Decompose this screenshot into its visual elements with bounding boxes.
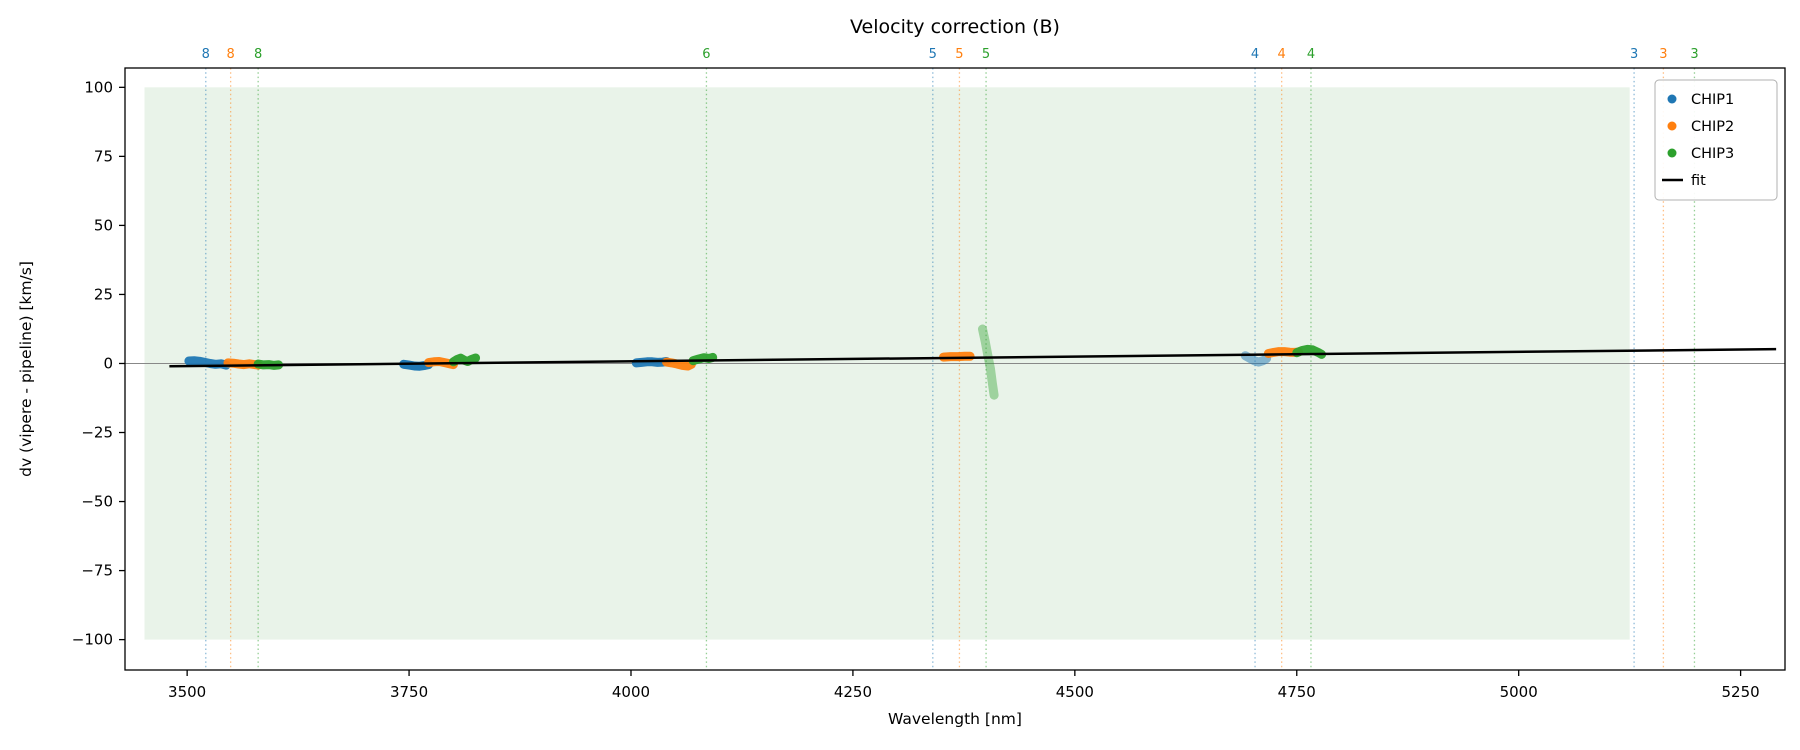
legend-marker-chip2-icon [1667,121,1677,131]
axes-frame [124,67,1786,671]
legend-box [1654,79,1778,201]
order-label: 8 [254,47,262,62]
order-label: 5 [955,47,963,62]
fit-line [169,347,1777,368]
x-tick-label: 5000 [1500,683,1538,701]
x-tick-label: 3500 [168,683,206,701]
scatter-cluster-chip1 [184,356,231,370]
chart-title: Velocity correction (B) [850,16,1060,38]
legend-marker-chip3-icon [1667,148,1677,158]
y-tick-label: −75 [81,562,113,580]
order-label: 6 [702,47,710,62]
order-label: 3 [1659,47,1667,62]
order-label: 5 [929,47,937,62]
y-tick-label: 25 [94,285,113,303]
x-tick-label: 4750 [1278,683,1316,701]
x-tick-label: 3750 [390,683,428,701]
scatter-cluster-chip3 [448,353,481,367]
legend-label: CHIP2 [1691,119,1734,135]
x-tick-label: 4500 [1056,683,1094,701]
scatter-cluster-chip2 [662,357,696,371]
y-tick-label: 0 [103,354,113,372]
x-axis-label: Wavelength [nm] [888,710,1022,728]
order-label: 8 [226,47,234,62]
order-label: 5 [982,47,990,62]
scatter-cluster-chip3 [1292,344,1327,359]
y-tick-label: −25 [81,424,113,442]
x-tick-label: 4250 [834,683,872,701]
legend-marker-chip1-icon [1667,94,1677,104]
y-tick-label: −50 [81,493,113,511]
y-tick-label: 50 [94,216,113,234]
scatter-cluster-chip1 [1240,351,1272,367]
order-label: 3 [1630,47,1638,62]
order-label: 3 [1690,47,1698,62]
legend-label: CHIP1 [1691,92,1734,108]
x-tick-label: 5250 [1722,683,1760,701]
y-tick-label: 75 [94,147,113,165]
scatter-cluster-chip3 [978,324,999,400]
order-label: 4 [1251,47,1259,62]
y-tick-label: 100 [84,78,113,96]
y-axis-label: dv (vipere - pipeline) [km/s] [17,261,35,477]
x-tick-label: 4000 [612,683,650,701]
order-label: 4 [1307,47,1315,62]
order-label: 4 [1278,47,1286,62]
y-tick-label: −100 [72,631,113,649]
order-label: 8 [202,47,210,62]
legend-label: CHIP3 [1691,146,1734,162]
legend-label: fit [1691,173,1706,189]
